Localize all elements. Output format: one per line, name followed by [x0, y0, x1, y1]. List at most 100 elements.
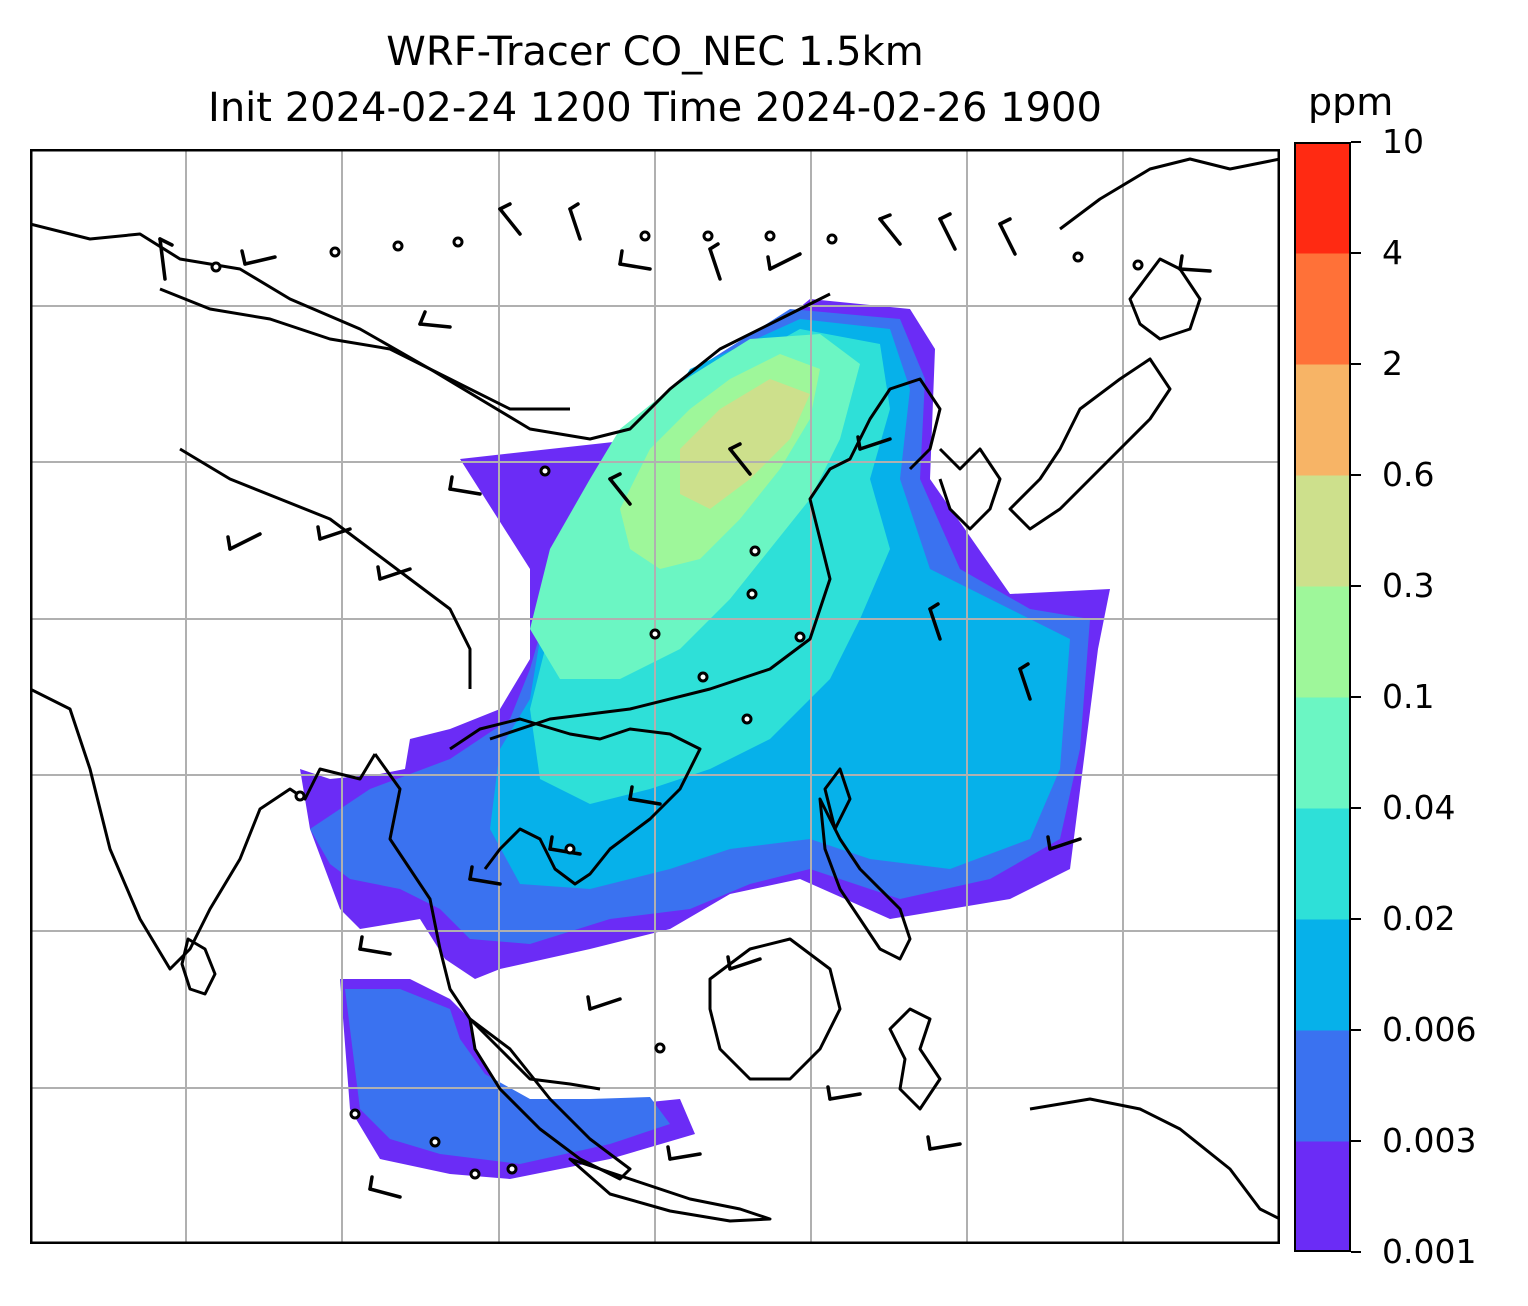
colorbar-segment	[1294, 808, 1351, 920]
colorbar-tick-label: 0.3	[1382, 566, 1435, 605]
colorbar-segment	[1294, 253, 1351, 365]
wind-barb	[368, 1175, 402, 1199]
wind-barb	[468, 865, 502, 886]
colorbar-tick	[1351, 141, 1361, 143]
colorbar-segment	[1294, 586, 1351, 698]
colorbar-tick-label: 0.04	[1382, 788, 1456, 827]
calm-wind-marker	[429, 1136, 441, 1148]
colorbar-tick	[1351, 1140, 1361, 1142]
colorbar-tick	[1351, 696, 1361, 698]
colorbar-tick	[1351, 252, 1361, 254]
wind-barb	[878, 213, 902, 246]
coastline-sulawesi	[888, 1007, 942, 1111]
border-himalaya	[179, 447, 472, 689]
wind-barb	[158, 237, 174, 281]
shading-level-0.003-south	[345, 989, 670, 1164]
colorbar-tick	[1351, 363, 1361, 365]
colorbar-border	[1294, 142, 1351, 1252]
wind-barb	[418, 310, 452, 329]
wind-barb	[1178, 254, 1212, 273]
calm-wind-marker	[749, 545, 761, 557]
wind-barb	[618, 249, 652, 271]
calm-wind-marker	[564, 843, 576, 855]
colorbar-unit-label: ppm	[1308, 80, 1394, 124]
coastline-india	[30, 687, 377, 971]
calm-wind-marker	[746, 588, 758, 600]
colorbar-segment	[1294, 697, 1351, 809]
colorbar-segment	[1294, 1141, 1351, 1252]
wind-barb	[240, 249, 277, 266]
calm-wind-marker	[649, 628, 661, 640]
coastline-borneo	[708, 937, 842, 1081]
colorbar-tick-label: 2	[1382, 344, 1403, 383]
wind-barb	[568, 202, 582, 241]
calm-wind-marker	[392, 240, 404, 252]
coastline-java	[568, 1157, 772, 1223]
calm-wind-marker	[539, 465, 551, 477]
colorbar-segment	[1294, 919, 1351, 1031]
wind-barb	[726, 955, 762, 971]
calm-wind-marker	[764, 230, 776, 242]
calm-wind-marker	[506, 1163, 518, 1175]
wind-barbs	[158, 202, 1212, 1199]
calm-wind-marker	[469, 1168, 481, 1180]
wind-barb	[928, 602, 942, 641]
colorbar-segment	[1294, 364, 1351, 476]
coastline-hokkaido	[1128, 257, 1202, 341]
colorbar-tick-label: 0.6	[1382, 455, 1435, 494]
wind-barb	[226, 532, 262, 551]
calm-wind-marker	[741, 713, 753, 725]
coastline-indochina	[449, 717, 702, 886]
coastline-russia-east	[1059, 157, 1280, 231]
colorbar-segment	[1294, 142, 1351, 254]
wind-barb	[938, 212, 957, 251]
wind-barb	[448, 475, 482, 496]
calm-wind-marker	[452, 236, 464, 248]
calm-wind-marker	[1132, 259, 1144, 271]
wind-barb	[608, 472, 632, 506]
map-panel	[30, 149, 1280, 1244]
colorbar-tick	[1351, 807, 1361, 809]
wind-barb	[708, 242, 722, 281]
wind-barb	[856, 435, 892, 451]
map-gridlines	[30, 149, 1280, 1244]
colorbar-tick	[1351, 585, 1361, 587]
wind-barb	[766, 252, 802, 271]
colorbar-tick-label: 0.001	[1382, 1232, 1477, 1271]
coastline-new-guinea	[1029, 1097, 1280, 1221]
chart-title-line2: Init 2024-02-24 1200 Time 2024-02-26 190…	[208, 85, 1102, 131]
colorbar-tick	[1351, 1251, 1361, 1253]
colorbar-tick-label: 0.1	[1382, 677, 1435, 716]
calm-wind-markers	[210, 230, 1144, 1180]
coastline-sri-lanka	[180, 937, 217, 996]
calm-wind-marker	[654, 1042, 666, 1054]
shading-level-0.3	[680, 379, 810, 509]
wind-barb	[548, 835, 582, 856]
wind-barb	[826, 1085, 862, 1101]
coastline-japan	[1008, 357, 1172, 531]
colorbar-tick-label: 4	[1382, 233, 1403, 272]
calm-wind-marker	[1072, 251, 1084, 263]
colorbar-tick	[1351, 474, 1361, 476]
colorbar-tick-label: 0.02	[1382, 899, 1456, 938]
chart-title-line1: WRF-Tracer CO_NEC 1.5km	[386, 29, 924, 75]
wind-barb	[1018, 662, 1032, 701]
calm-wind-marker	[210, 261, 222, 273]
colorbar-tick	[1351, 1029, 1361, 1031]
colorbar-tick-label: 0.006	[1382, 1010, 1477, 1049]
colorbar-tick-label: 0.003	[1382, 1121, 1477, 1160]
wind-barb	[998, 217, 1017, 256]
coastline-taiwan	[823, 767, 852, 831]
wind-barb	[316, 525, 352, 541]
calm-wind-marker	[329, 246, 341, 258]
map-border	[30, 149, 1280, 1244]
wind-barb	[586, 995, 622, 1011]
wind-barb	[376, 565, 412, 581]
calm-wind-marker	[697, 671, 709, 683]
coastline-myanmar-thailand	[373, 753, 601, 1091]
colorbar-segment	[1294, 475, 1351, 587]
tracer-shading	[300, 299, 1110, 1179]
colorbar-segment	[1294, 1030, 1351, 1142]
coastline-sumatra	[468, 1017, 632, 1181]
calm-wind-marker	[702, 230, 714, 242]
